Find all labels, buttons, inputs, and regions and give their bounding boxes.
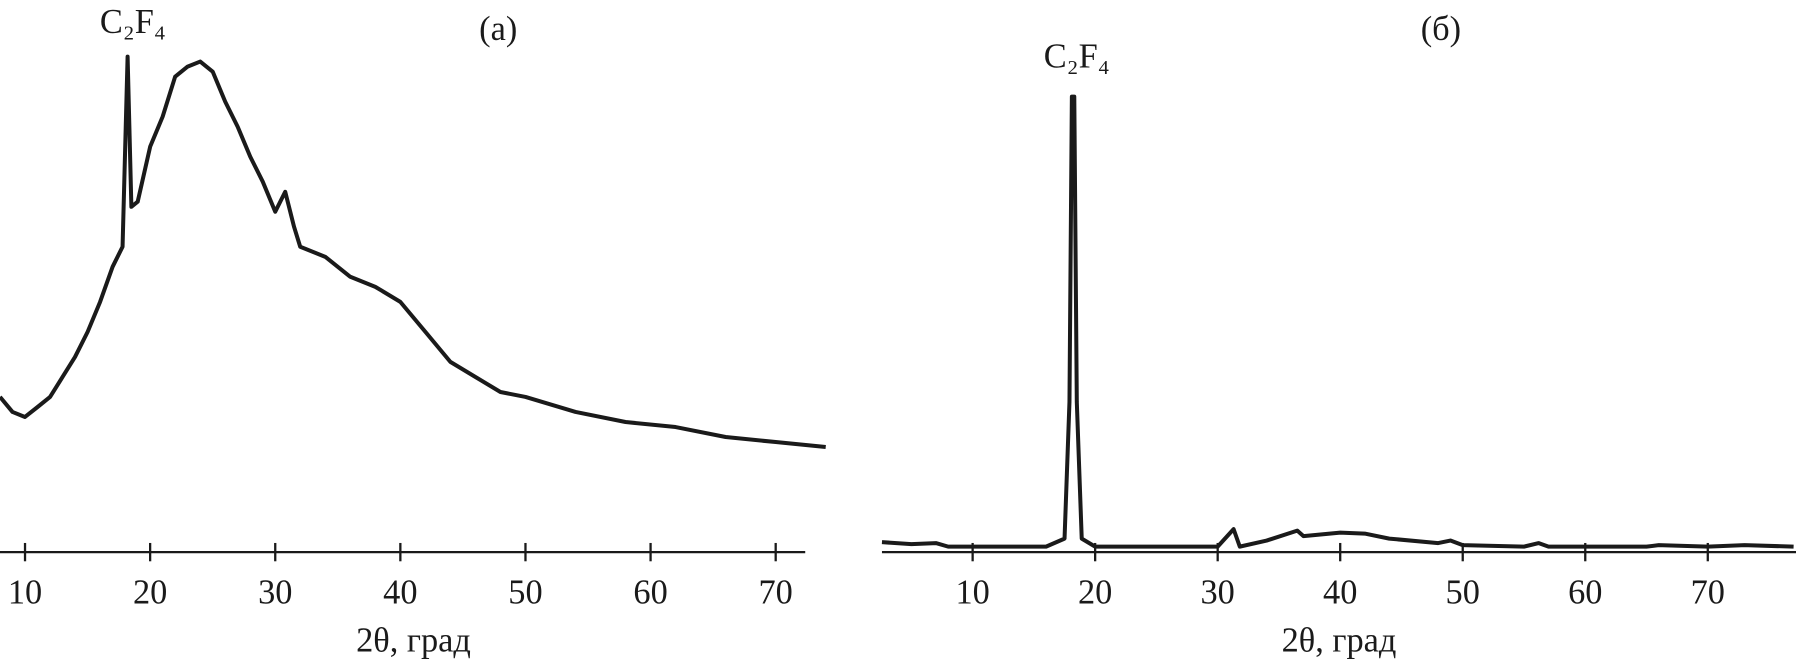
panel-title: (а)	[479, 10, 517, 48]
x-tick-label: 70	[759, 574, 793, 612]
x-axis-label: 2θ, град	[356, 622, 471, 660]
x-tick-label: 50	[508, 574, 542, 612]
x-tick-label: 60	[633, 574, 667, 612]
x-tick-label: 20	[1078, 574, 1112, 612]
x-axis-label: 2θ, град	[1282, 622, 1397, 660]
x-tick-label: 70	[1691, 574, 1725, 612]
x-tick-label: 30	[258, 574, 292, 612]
data-line	[881, 94, 1794, 549]
peak-annotation: C₂F₄	[1044, 37, 1110, 75]
x-tick-label: 10	[955, 574, 989, 612]
peak-annotation: C₂F₄	[100, 3, 166, 41]
x-tick-label: 20	[133, 574, 167, 612]
x-tick-label: 30	[1201, 574, 1235, 612]
x-tick-label: 50	[1446, 574, 1480, 612]
x-tick-label: 10	[8, 574, 42, 612]
x-tick-label: 60	[1568, 574, 1602, 612]
x-tick-label: 40	[383, 574, 417, 612]
panel-title: (б)	[1421, 10, 1461, 48]
x-tick-label: 40	[1323, 574, 1357, 612]
data-line	[0, 54, 826, 449]
